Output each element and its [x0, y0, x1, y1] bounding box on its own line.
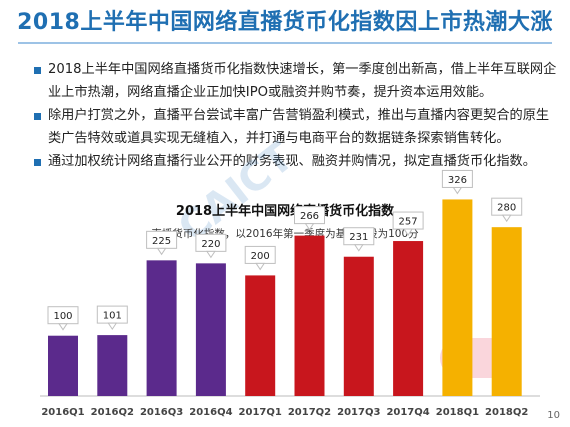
data-label: 326 — [448, 175, 467, 186]
bullet-item: 2018上半年中国网络直播货币化指数快速增长，第一季度创出新高，借上半年互联网企… — [34, 58, 559, 104]
data-label-pointer — [107, 322, 118, 331]
data-label: 257 — [399, 217, 418, 228]
x-tick-label: 2017Q4 — [386, 407, 429, 418]
x-tick-label: 2016Q4 — [189, 407, 232, 418]
x-tick-label: 2016Q1 — [41, 407, 84, 418]
bar-2017Q2 — [294, 235, 325, 396]
bar-2016Q1 — [48, 335, 78, 396]
bar-2016Q2 — [97, 335, 128, 396]
data-label-pointer — [205, 250, 216, 259]
data-label-pointer — [304, 223, 315, 231]
data-label: 231 — [349, 232, 368, 243]
bullet-item: 除用户打赏之外，直播平台尝试丰富广告营销盈利模式，推出与直播内容更契合的原生类广… — [34, 104, 559, 150]
title-divider — [18, 42, 552, 44]
bar-2017Q4 — [393, 241, 424, 396]
page-number: 10 — [547, 410, 560, 421]
x-tick-label: 2016Q2 — [91, 407, 134, 418]
data-label-pointer — [255, 262, 266, 271]
x-tick-label: 2018Q1 — [436, 407, 479, 418]
data-label: 200 — [251, 251, 270, 262]
bar-2018Q2 — [491, 227, 522, 396]
data-label: 100 — [53, 311, 72, 322]
bar-2017Q1 — [245, 275, 276, 396]
bar-2018Q1 — [442, 199, 473, 396]
bar-2016Q3 — [146, 260, 177, 396]
x-tick-label: 2017Q3 — [337, 407, 380, 418]
data-label-pointer — [501, 214, 512, 223]
bar-2017Q3 — [343, 256, 374, 396]
x-tick-label: 2018Q2 — [485, 407, 528, 418]
bar-2016Q4 — [195, 263, 226, 396]
data-label: 225 — [152, 236, 171, 247]
page-title: 2018上半年中国网络直播货币化指数因上市热潮大涨 — [17, 10, 553, 35]
x-tick-label: 2016Q3 — [140, 407, 183, 418]
data-label-pointer — [403, 228, 414, 236]
bullet-item: 通过加权统计网络直播行业公开的财务表现、融资并购情况，拟定直播货币化指数。 — [34, 150, 559, 173]
data-label: 266 — [300, 211, 319, 222]
data-label-pointer — [452, 186, 463, 195]
data-label: 101 — [103, 311, 122, 322]
chart-title: 2018上半年中国网络直播货币化指数 — [175, 204, 395, 219]
x-tick-label: 2017Q1 — [239, 407, 282, 418]
bullet-list: 2018上半年中国网络直播货币化指数快速增长，第一季度创出新高，借上半年互联网企… — [34, 58, 559, 173]
data-label: 220 — [201, 239, 220, 250]
data-label-pointer — [156, 247, 167, 256]
data-label: 280 — [497, 203, 516, 214]
data-label-pointer — [58, 323, 68, 331]
x-tick-label: 2017Q2 — [288, 407, 331, 418]
data-label-pointer — [353, 244, 364, 252]
